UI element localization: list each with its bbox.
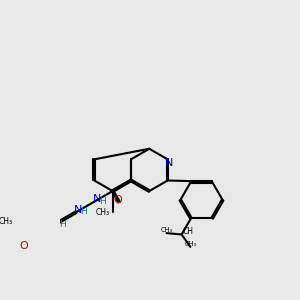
Text: CH₃: CH₃ [160,227,172,233]
Text: N: N [74,205,82,215]
Text: H: H [99,196,106,206]
Text: CH₃: CH₃ [184,241,196,247]
Text: CH: CH [183,227,194,236]
Text: N: N [164,158,173,168]
Text: O: O [19,241,28,251]
Text: CH₃: CH₃ [96,208,110,217]
Text: N: N [93,194,101,204]
Text: H: H [59,220,66,229]
Text: O: O [113,195,122,205]
Text: H: H [80,207,87,216]
Text: CH₃: CH₃ [0,217,13,226]
